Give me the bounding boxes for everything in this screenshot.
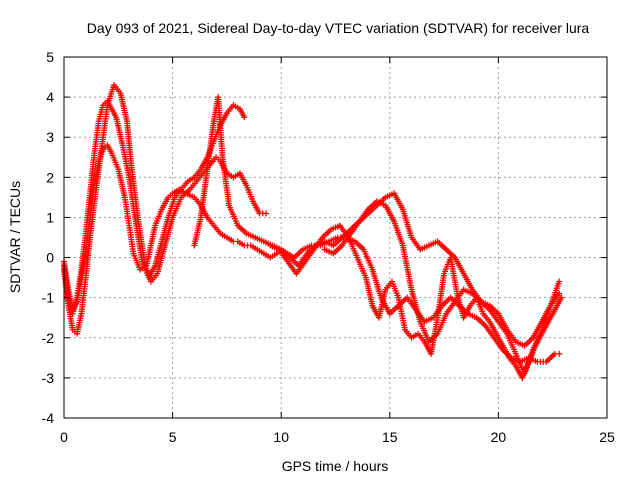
y-tick-label: -4 [42, 410, 55, 426]
series-track-3 [61, 82, 269, 337]
grid-lines [64, 57, 607, 418]
series-track-4 [191, 94, 563, 377]
x-tick-label: 0 [60, 429, 68, 445]
x-tick-label: 20 [491, 429, 507, 445]
x-tick-label: 25 [599, 429, 615, 445]
y-tick-label: 4 [46, 89, 54, 105]
y-tick-label: -1 [42, 290, 55, 306]
series-marks [267, 222, 565, 381]
series-marks [321, 198, 563, 349]
y-tick-label: 1 [46, 209, 54, 225]
series-marks [191, 94, 563, 377]
x-axis-label: GPS time / hours [282, 458, 389, 474]
y-tick-label: -2 [42, 330, 55, 346]
data-series [61, 82, 565, 381]
y-tick-label: 5 [46, 49, 54, 65]
x-tick-label: 10 [273, 429, 289, 445]
series-marks [61, 82, 269, 337]
x-tick-label: 5 [169, 429, 177, 445]
y-axis-label: SDTVAR / TECUs [7, 181, 23, 293]
y-tick-label: -3 [42, 370, 55, 386]
y-tick-label: 2 [46, 169, 54, 185]
chart-title: Day 093 of 2021, Sidereal Day-to-day VTE… [87, 20, 590, 36]
series-track-6 [321, 198, 563, 349]
series-track-5 [267, 222, 565, 381]
plot-frame [63, 56, 608, 419]
y-tick-label: 3 [46, 129, 54, 145]
x-tick-label: 15 [382, 429, 398, 445]
y-tick-label: 0 [46, 250, 54, 266]
axis-ticks: 0 5 10 15 20 25 -4 -3 -2 -1 0 1 2 3 4 5 [42, 49, 615, 445]
